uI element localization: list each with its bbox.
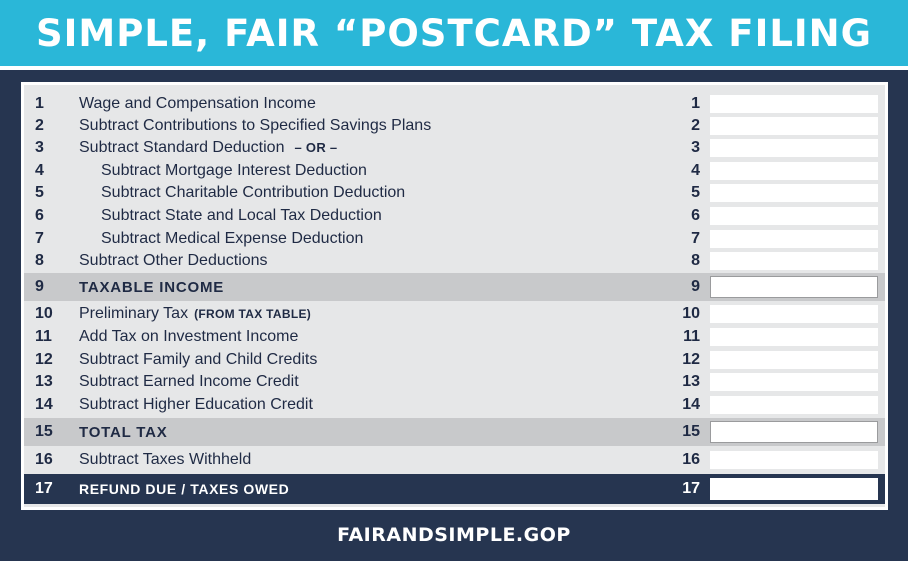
line-label: TAXABLE INCOME (79, 278, 225, 296)
line-number: 8 (35, 252, 44, 269)
line-number-right: 13 (682, 373, 700, 390)
form-line-5: 5 Subtract Charitable Contribution Deduc… (24, 182, 885, 204)
form-line-2: 2 Subtract Contributions to Specified Sa… (24, 115, 885, 137)
line-number: 5 (35, 184, 44, 201)
amount-field[interactable] (710, 351, 878, 369)
line-label: TOTAL TAX (79, 423, 168, 441)
line-number-right: 4 (691, 162, 700, 179)
form-line-6: 6 Subtract State and Local Tax Deduction… (24, 205, 885, 227)
line-number-right: 14 (682, 396, 700, 413)
line-number-right: 16 (682, 451, 700, 468)
line-label-group: Preliminary Tax (FROM TAX TABLE) (79, 305, 311, 323)
line-number-right: 2 (691, 117, 700, 134)
line-number: 9 (35, 278, 44, 295)
line-label: Subtract Medical Expense Deduction (101, 230, 364, 247)
amount-field[interactable] (710, 252, 878, 270)
banner-divider (0, 66, 908, 70)
line-number: 13 (35, 373, 53, 390)
form-line-9-taxable-income: 9 TAXABLE INCOME 9 (24, 273, 885, 301)
line-number-right: 5 (691, 184, 700, 201)
amount-field[interactable] (710, 95, 878, 113)
form-line-3: 3 Subtract Standard Deduction – OR – 3 (24, 137, 885, 159)
form-line-4: 4 Subtract Mortgage Interest Deduction 4 (24, 160, 885, 182)
line-number-right: 11 (683, 328, 700, 345)
line-number: 10 (35, 305, 53, 322)
line-label: Subtract Contributions to Specified Savi… (79, 117, 432, 134)
line-number: 6 (35, 207, 44, 224)
line-number-right: 7 (691, 230, 700, 247)
form-line-1: 1 Wage and Compensation Income 1 (24, 93, 885, 115)
amount-field[interactable] (710, 117, 878, 135)
line-label: Subtract Standard Deduction (79, 139, 285, 156)
line-label: Subtract Taxes Withheld (79, 451, 252, 468)
tax-table-note: (FROM TAX TABLE) (194, 307, 312, 321)
amount-field[interactable] (710, 478, 878, 500)
line-label: Subtract State and Local Tax Deduction (101, 207, 382, 224)
or-note: – OR – (294, 140, 338, 155)
line-label: Subtract Higher Education Credit (79, 396, 313, 413)
amount-field[interactable] (710, 396, 878, 414)
form-line-17-refund: 17 REFUND DUE / TAXES OWED 17 (24, 474, 885, 504)
line-number: 17 (35, 480, 53, 497)
amount-field[interactable] (710, 230, 878, 248)
line-number: 12 (35, 351, 53, 368)
amount-field[interactable] (710, 184, 878, 202)
form-line-16: 16 Subtract Taxes Withheld 16 (24, 449, 885, 471)
amount-field[interactable] (710, 421, 878, 443)
amount-field[interactable] (710, 305, 878, 323)
form-line-14: 14 Subtract Higher Education Credit 14 (24, 394, 885, 416)
line-label: Subtract Family and Child Credits (79, 351, 318, 368)
line-number: 11 (35, 328, 52, 345)
line-number-right: 8 (691, 252, 700, 269)
line-number: 4 (35, 162, 44, 179)
footer-url: FAIRANDSIMPLE.GOP (337, 524, 571, 546)
line-number: 7 (35, 230, 44, 247)
tax-form: 1 Wage and Compensation Income 1 2 Subtr… (21, 82, 888, 510)
form-line-15-total-tax: 15 TOTAL TAX 15 (24, 418, 885, 446)
line-number: 14 (35, 396, 53, 413)
amount-field[interactable] (710, 328, 878, 346)
line-number-right: 17 (682, 480, 700, 497)
line-label: Add Tax on Investment Income (79, 328, 299, 345)
line-number-right: 6 (691, 207, 700, 224)
form-line-11: 11 Add Tax on Investment Income 11 (24, 326, 885, 348)
amount-field[interactable] (710, 373, 878, 391)
amount-field[interactable] (710, 139, 878, 157)
title-banner: SIMPLE, FAIR “POSTCARD” TAX FILING (0, 0, 908, 66)
form-line-13: 13 Subtract Earned Income Credit 13 (24, 371, 885, 393)
line-number-right: 12 (682, 351, 700, 368)
page-title: SIMPLE, FAIR “POSTCARD” TAX FILING (35, 11, 873, 55)
line-number-right: 10 (682, 305, 700, 322)
line-number: 3 (35, 139, 44, 156)
line-label: Subtract Other Deductions (79, 252, 268, 269)
amount-field[interactable] (710, 207, 878, 225)
amount-field[interactable] (710, 276, 878, 298)
amount-field[interactable] (710, 451, 878, 469)
line-label: Wage and Compensation Income (79, 95, 316, 112)
line-number: 2 (35, 117, 44, 134)
line-label: Subtract Charitable Contribution Deducti… (101, 184, 406, 201)
line-number-right: 1 (691, 95, 700, 112)
line-number-right: 3 (691, 139, 700, 156)
line-label: Preliminary Tax (79, 305, 189, 322)
form-line-10: 10 Preliminary Tax (FROM TAX TABLE) 10 (24, 303, 885, 325)
line-label-group: Subtract Standard Deduction – OR – (79, 139, 337, 157)
line-number: 16 (35, 451, 53, 468)
line-number-right: 15 (682, 423, 700, 440)
amount-field[interactable] (710, 162, 878, 180)
form-line-12: 12 Subtract Family and Child Credits 12 (24, 349, 885, 371)
line-label: Subtract Mortgage Interest Deduction (101, 162, 367, 179)
line-label: REFUND DUE / TAXES OWED (79, 481, 290, 497)
line-number: 15 (35, 423, 53, 440)
form-line-8: 8 Subtract Other Deductions 8 (24, 250, 885, 272)
line-number: 1 (35, 95, 44, 112)
form-line-7: 7 Subtract Medical Expense Deduction 7 (24, 228, 885, 250)
line-number-right: 9 (691, 278, 700, 295)
line-label: Subtract Earned Income Credit (79, 373, 299, 390)
